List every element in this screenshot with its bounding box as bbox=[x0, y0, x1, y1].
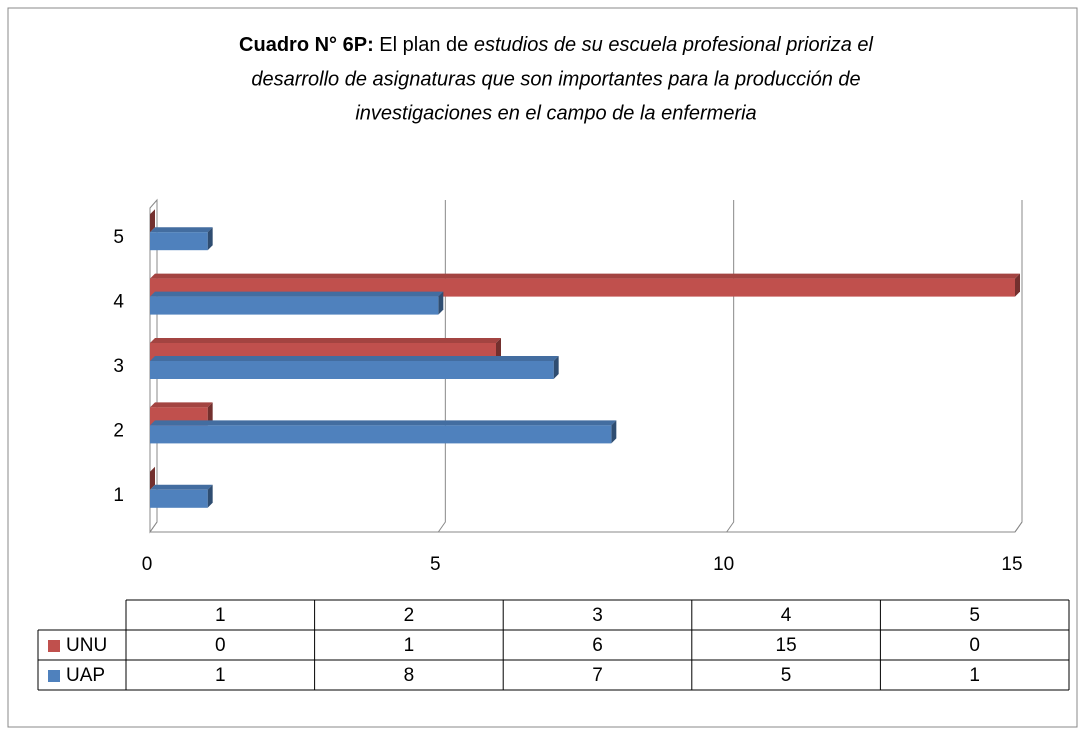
bar-side bbox=[553, 356, 559, 379]
bar-top bbox=[150, 227, 213, 233]
x-tick-label: 10 bbox=[713, 554, 734, 575]
title-part: El plan de bbox=[379, 34, 468, 56]
legend-swatch bbox=[48, 640, 60, 652]
grid-line bbox=[437, 200, 446, 533]
legend-swatch bbox=[48, 670, 60, 682]
table-header: 2 bbox=[404, 605, 415, 626]
bar bbox=[150, 361, 554, 379]
y-tick-label: 2 bbox=[113, 420, 124, 441]
title-part: Cuadro N° 6P: bbox=[239, 34, 374, 56]
bar bbox=[150, 489, 208, 508]
bar-side bbox=[611, 420, 617, 444]
legend-label: UNU bbox=[66, 635, 107, 656]
bar-top bbox=[150, 291, 444, 297]
y-tick-label: 4 bbox=[113, 292, 124, 313]
table-cell: 1 bbox=[404, 635, 415, 656]
table-cell: 6 bbox=[592, 635, 603, 656]
bar-top bbox=[150, 420, 617, 426]
bar-side bbox=[150, 466, 155, 490]
chart-title: Cuadro N° 6P: El plan de estudios de su … bbox=[239, 34, 873, 56]
table-cell: 15 bbox=[776, 635, 797, 656]
bar bbox=[150, 425, 612, 444]
table-cell: 1 bbox=[215, 665, 226, 686]
bar bbox=[150, 296, 439, 315]
table-header: 4 bbox=[781, 605, 792, 626]
title-part: estudios de su escuela profesional prior… bbox=[474, 34, 874, 56]
bar-side bbox=[207, 402, 213, 426]
table-cell: 7 bbox=[592, 665, 603, 686]
legend-label: UAP bbox=[66, 665, 105, 686]
bar-top bbox=[150, 402, 213, 408]
bar-side bbox=[150, 209, 155, 233]
table-cell: 5 bbox=[781, 665, 792, 686]
table-header: 5 bbox=[969, 605, 980, 626]
bar-side bbox=[496, 338, 501, 361]
bar-side bbox=[207, 227, 213, 251]
table-cell: 0 bbox=[969, 635, 980, 656]
table-cell: 8 bbox=[404, 665, 415, 686]
x-tick-label: 15 bbox=[1001, 554, 1022, 575]
x-tick-label: 0 bbox=[142, 554, 153, 575]
bar-top bbox=[150, 356, 559, 361]
bar-top bbox=[150, 338, 501, 343]
bar bbox=[150, 232, 208, 251]
table-cell: 0 bbox=[215, 635, 226, 656]
x-tick-label: 5 bbox=[430, 554, 441, 575]
bar-side bbox=[1015, 273, 1020, 297]
grid-line bbox=[726, 200, 735, 533]
y-tick-label: 1 bbox=[113, 485, 124, 506]
y-tick-label: 3 bbox=[113, 356, 124, 377]
y-tick-label: 5 bbox=[113, 227, 124, 248]
bar-top bbox=[150, 273, 1020, 279]
chart-title: desarrollo de asignaturas que son import… bbox=[251, 68, 860, 90]
bar-top bbox=[150, 484, 213, 490]
table-header: 3 bbox=[592, 605, 603, 626]
table-cell: 1 bbox=[969, 665, 980, 686]
grid-line bbox=[1014, 200, 1023, 533]
bar-side bbox=[438, 291, 444, 315]
table-header: 1 bbox=[215, 605, 226, 626]
chart-title: investigaciones en el campo de la enferm… bbox=[355, 102, 756, 124]
bar-side bbox=[207, 484, 213, 508]
